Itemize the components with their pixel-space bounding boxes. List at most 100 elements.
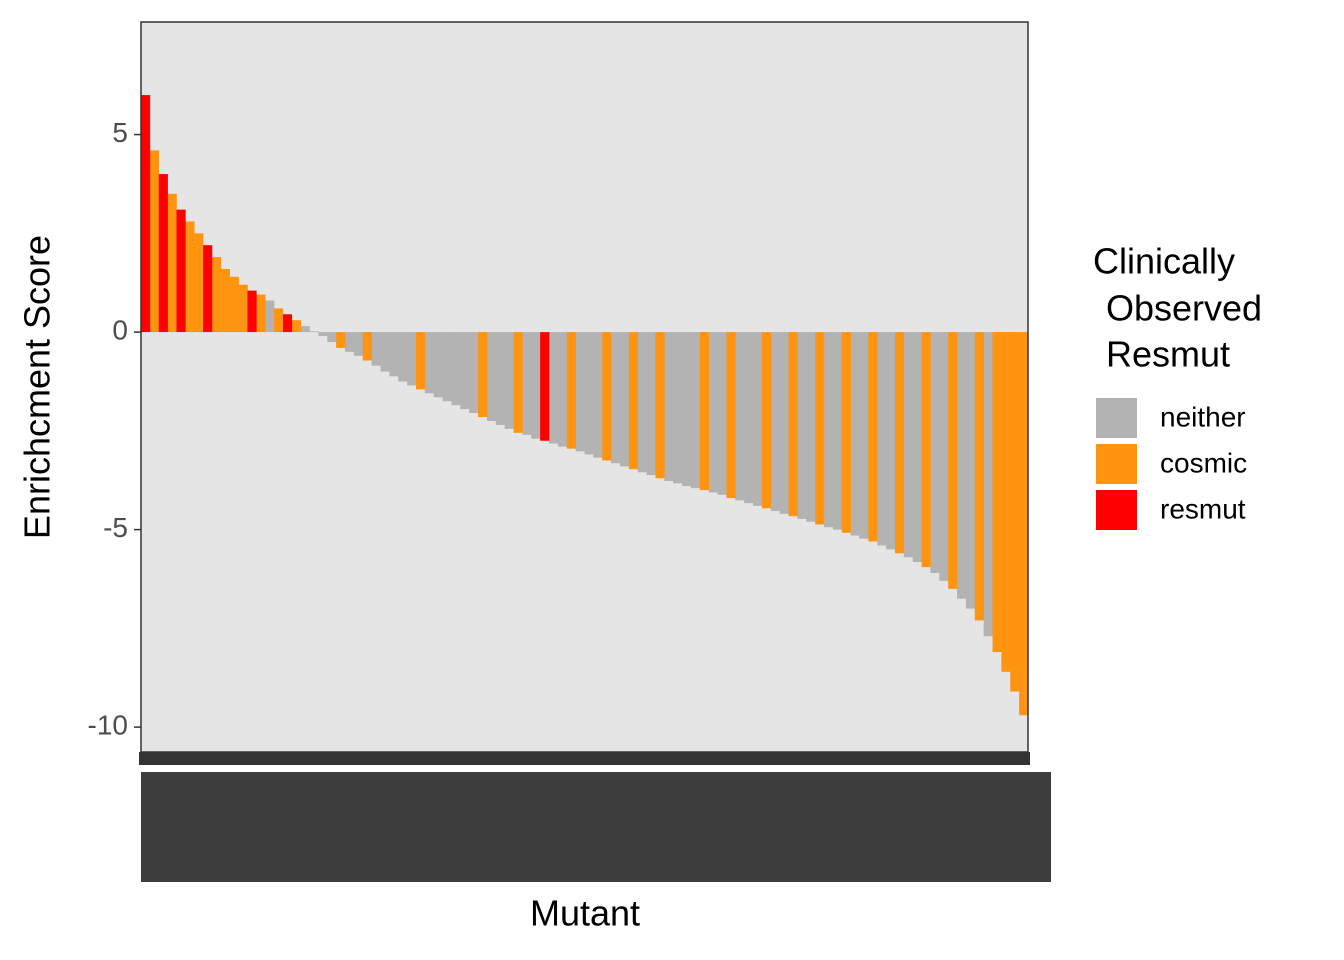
legend-label: resmut <box>1160 493 1246 524</box>
bar <box>1019 332 1029 716</box>
bar <box>389 332 399 377</box>
bar <box>841 332 851 533</box>
bar <box>504 332 514 429</box>
bar <box>939 332 949 581</box>
bar <box>345 332 355 352</box>
bar <box>247 290 257 333</box>
bar <box>522 332 532 435</box>
bar <box>602 332 612 461</box>
bar <box>806 332 816 522</box>
bar <box>726 332 736 499</box>
bar <box>886 332 896 550</box>
bar <box>309 331 319 333</box>
bar <box>912 332 922 562</box>
bar <box>637 332 647 473</box>
bar <box>318 332 328 337</box>
bar <box>868 332 878 542</box>
bar <box>753 332 763 506</box>
bar <box>566 332 576 449</box>
bar <box>699 332 709 491</box>
bar <box>965 332 976 609</box>
bar <box>761 332 772 509</box>
bar <box>407 332 417 386</box>
bar <box>664 332 674 482</box>
bar <box>646 332 656 476</box>
bar <box>735 332 745 501</box>
bar <box>797 332 807 519</box>
bar <box>327 332 337 342</box>
bar <box>238 284 248 333</box>
y-tick-label: -5 <box>103 512 128 543</box>
legend-key <box>1096 398 1137 438</box>
bar <box>486 332 497 421</box>
bar <box>930 332 940 574</box>
bar <box>1010 332 1020 692</box>
bar <box>211 257 222 333</box>
bar <box>903 332 913 558</box>
x-tick-band <box>139 752 1030 765</box>
bars <box>141 95 1029 716</box>
bar <box>1001 332 1011 672</box>
legend-key <box>1096 490 1137 530</box>
bar <box>628 332 639 470</box>
bar <box>823 332 834 528</box>
bar <box>788 332 798 517</box>
bar <box>380 332 390 372</box>
bar <box>894 332 905 554</box>
bar <box>265 300 275 333</box>
bar <box>717 332 727 495</box>
bar <box>531 332 541 439</box>
bar <box>655 332 665 479</box>
bar <box>593 332 603 458</box>
bar <box>274 308 284 333</box>
bar <box>974 332 984 621</box>
bar <box>149 150 160 333</box>
legend-key <box>1096 444 1137 484</box>
bar <box>451 332 461 406</box>
bar <box>815 332 825 525</box>
bar <box>957 332 967 599</box>
bar <box>167 193 177 333</box>
bar <box>708 332 718 493</box>
bar <box>353 332 364 356</box>
y-tick-label: 0 <box>112 314 128 345</box>
bar <box>141 95 151 333</box>
bar <box>557 332 568 447</box>
bar <box>744 332 754 504</box>
bar <box>229 276 239 333</box>
legend-title: Resmut <box>1106 334 1230 375</box>
bar <box>682 332 692 487</box>
bar <box>948 332 958 589</box>
bar <box>983 332 993 637</box>
bar <box>549 332 559 444</box>
bar <box>513 332 523 433</box>
bar <box>300 326 310 333</box>
y-tick-label: 5 <box>112 117 128 148</box>
x-tick-labels-overlap <box>141 772 1051 882</box>
bar <box>770 332 780 512</box>
bar <box>282 314 293 333</box>
y-axis-title: Enrichcment Score <box>17 235 58 539</box>
legend-title: Clinically <box>1093 241 1235 282</box>
bar <box>575 332 585 452</box>
bar <box>478 332 488 418</box>
bar <box>619 332 630 467</box>
bar <box>415 332 426 390</box>
bar <box>185 221 195 333</box>
bar <box>584 332 594 455</box>
bar <box>540 332 550 441</box>
bar <box>921 332 931 568</box>
legend-title: Observed <box>1106 288 1262 329</box>
bar <box>442 332 452 402</box>
bar <box>398 332 408 382</box>
bar <box>203 245 213 333</box>
bar <box>859 332 869 539</box>
legend-label: neither <box>1160 401 1246 432</box>
bar <box>611 332 621 464</box>
bar <box>362 332 372 361</box>
bar <box>832 332 843 530</box>
bar <box>673 332 683 484</box>
bar <box>291 320 301 333</box>
